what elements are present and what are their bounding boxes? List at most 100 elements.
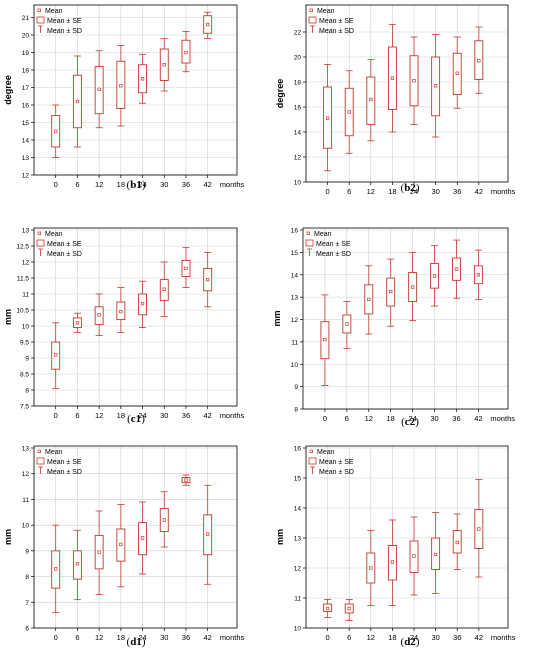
y-tick-label: 19 bbox=[22, 50, 30, 57]
y-tick-label: 12 bbox=[294, 155, 302, 162]
x-tick-label: 0 bbox=[323, 414, 327, 423]
legend-mean-label: Mean bbox=[317, 449, 335, 456]
box-18 bbox=[116, 287, 126, 333]
mean-marker bbox=[97, 87, 101, 91]
mean-marker bbox=[206, 22, 210, 27]
y-tick-label: 16 bbox=[294, 105, 302, 112]
y-tick-label: 14 bbox=[291, 272, 299, 279]
mean-marker bbox=[54, 353, 58, 357]
panel-label-id: c2 bbox=[405, 416, 416, 428]
mean-marker bbox=[140, 536, 145, 540]
box-18 bbox=[386, 258, 396, 327]
box-36 bbox=[181, 474, 191, 486]
mean-marker bbox=[119, 542, 123, 547]
y-tick-label: 14 bbox=[294, 130, 302, 137]
box-30 bbox=[431, 34, 441, 138]
box-12 bbox=[94, 50, 104, 129]
y-tick-label: 10.5 bbox=[16, 308, 29, 315]
x-tick-label: 30 bbox=[431, 187, 439, 196]
legend-mean-symbol bbox=[37, 8, 41, 12]
x-tick-label: 6 bbox=[75, 633, 79, 642]
x-tick-label: 30 bbox=[160, 180, 168, 189]
y-tick-label: 11.5 bbox=[17, 276, 30, 283]
legend-mean-label: Mean bbox=[317, 8, 335, 15]
legend-mean-label: Mean bbox=[45, 231, 63, 238]
y-tick-label: 10 bbox=[294, 626, 302, 633]
panel-label-close: ) bbox=[415, 416, 419, 428]
y-tick-label: 7 bbox=[25, 600, 29, 607]
legend-mean-label: Mean bbox=[45, 449, 63, 456]
box-18 bbox=[387, 519, 397, 606]
y-tick-label: 11 bbox=[22, 292, 29, 299]
panel-label-close: ) bbox=[142, 636, 146, 648]
y-tick-label: 10 bbox=[294, 180, 302, 187]
plot-frame bbox=[33, 4, 238, 176]
panel-label-id: d2 bbox=[404, 636, 416, 648]
x-tick-label: 12 bbox=[95, 411, 103, 420]
box-6 bbox=[344, 599, 354, 621]
mean-marker bbox=[184, 50, 188, 55]
mean-marker bbox=[347, 110, 351, 114]
y-tick-label: 20 bbox=[22, 33, 30, 40]
box-0 bbox=[51, 524, 61, 613]
y-tick-label: 6 bbox=[25, 626, 29, 633]
box-42 bbox=[474, 26, 484, 94]
legend: Mean Mean ± SE Mean ± SD bbox=[308, 8, 354, 35]
legend-se-label: Mean ± SE bbox=[47, 241, 82, 248]
y-tick-label: 20 bbox=[294, 55, 302, 62]
x-tick-label: 6 bbox=[347, 633, 351, 642]
x-tick-label: 0 bbox=[326, 187, 330, 196]
y-tick-label: 8 bbox=[25, 574, 29, 581]
y-tick-label: 13 bbox=[22, 446, 30, 453]
chart-b2: 10 12 14 16 18 20 22 degree 0 6 12 18 24 30 36 42 months… bbox=[275, 4, 516, 196]
x-tick-label: 42 bbox=[204, 411, 212, 420]
x-tick-label: 0 bbox=[54, 411, 58, 420]
box-0 bbox=[323, 64, 333, 172]
mean-marker bbox=[54, 129, 58, 133]
x-tick-label: 24 bbox=[410, 633, 418, 642]
x-tick-label: 42 bbox=[474, 414, 482, 423]
legend: Mean Mean ± SE Mean ± SD bbox=[36, 449, 82, 476]
legend: Mean Mean ± SE Mean ± SD bbox=[36, 231, 82, 258]
x-tick-label: 42 bbox=[204, 180, 212, 189]
x-tick-label: 0 bbox=[54, 633, 58, 642]
legend-se-label: Mean ± SE bbox=[319, 459, 354, 466]
legend-mean-symbol bbox=[37, 231, 41, 235]
mean-marker bbox=[325, 116, 330, 120]
legend-mean-label: Mean bbox=[45, 8, 63, 15]
y-tick-label: 12 bbox=[22, 471, 30, 478]
plot-frame bbox=[305, 445, 509, 629]
y-tick-label: 11 bbox=[291, 339, 298, 346]
mean-marker bbox=[162, 63, 166, 67]
y-tick-label: 14 bbox=[22, 138, 30, 145]
mean-marker bbox=[476, 273, 481, 277]
x-tick-label: 42 bbox=[475, 633, 483, 642]
y-tick-label: 9 bbox=[25, 548, 29, 555]
mean-marker bbox=[433, 552, 438, 557]
x-tick-label: 24 bbox=[408, 414, 416, 423]
y-tick-label: 15 bbox=[291, 250, 299, 257]
legend: Mean Mean ± SE Mean ± SD bbox=[308, 449, 354, 476]
mean-marker bbox=[97, 313, 101, 317]
y-tick-label: 12.5 bbox=[16, 244, 29, 251]
box-12 bbox=[94, 510, 104, 595]
box-30 bbox=[159, 491, 169, 548]
mean-marker bbox=[75, 321, 80, 325]
panel-label: (b2) bbox=[401, 182, 420, 194]
y-tick-label: 9 bbox=[25, 356, 29, 363]
x-tick-label: 36 bbox=[182, 180, 190, 189]
y-tick-label: 13 bbox=[22, 228, 30, 235]
panel-label-close: ) bbox=[142, 179, 146, 191]
legend-mean-symbol bbox=[309, 8, 313, 12]
x-tick-label: 36 bbox=[182, 411, 190, 420]
mean-marker bbox=[119, 309, 123, 314]
y-tick-label: 11 bbox=[294, 596, 301, 603]
x-unit-label: months bbox=[220, 180, 245, 189]
panel-label: (c2) bbox=[401, 416, 419, 428]
y-tick-label: 16 bbox=[291, 228, 299, 235]
x-tick-label: 24 bbox=[138, 411, 146, 420]
plot-frame bbox=[302, 227, 509, 410]
legend-se-label: Mean ± SE bbox=[47, 459, 82, 466]
